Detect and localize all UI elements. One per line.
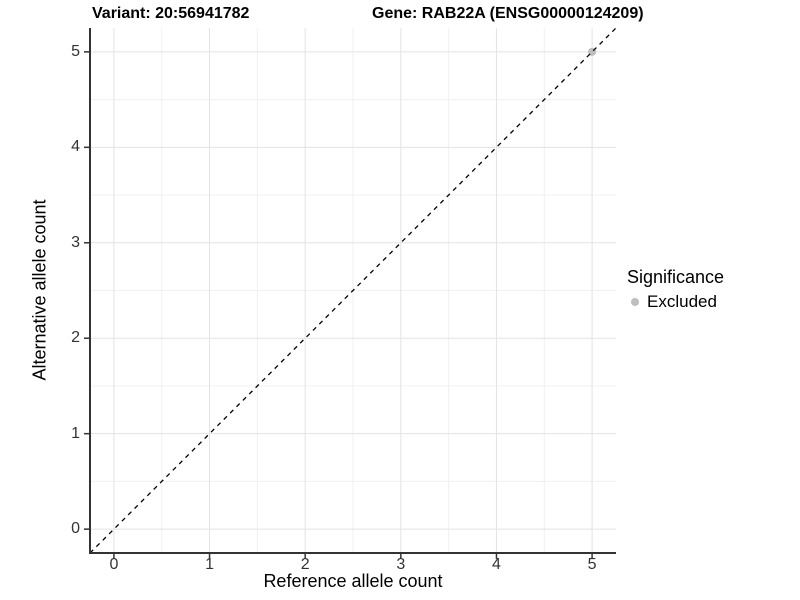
y-tick-label: 4 [71,138,80,156]
gene-title: Gene: RAB22A (ENSG00000124209) [372,5,644,22]
y-tick-label: 3 [71,233,80,251]
excluded-point-swatch-icon [631,298,639,306]
x-tick-label: 2 [300,556,310,573]
y-axis-title: Alternative allele count [29,199,50,381]
x-axis-title: Reference allele count [263,571,443,591]
identity-line [89,27,617,554]
legend: Significance Excluded [627,267,724,312]
x-tick-label: 3 [396,556,406,573]
legend-item-label: Excluded [647,292,717,311]
legend-item-excluded: Excluded [627,292,724,312]
variant-title: Variant: 20:56941782 [92,5,250,22]
y-tick-label: 1 [71,424,80,442]
x-tick-label: 1 [205,556,214,573]
x-tick-label: 5 [587,556,597,573]
y-tick-label: 0 [71,520,80,538]
y-tick-label: 5 [71,42,80,60]
legend-title: Significance [627,267,725,287]
y-tick-label: 2 [71,329,80,347]
x-tick-label: 0 [109,556,119,573]
x-tick-label: 4 [492,556,501,573]
